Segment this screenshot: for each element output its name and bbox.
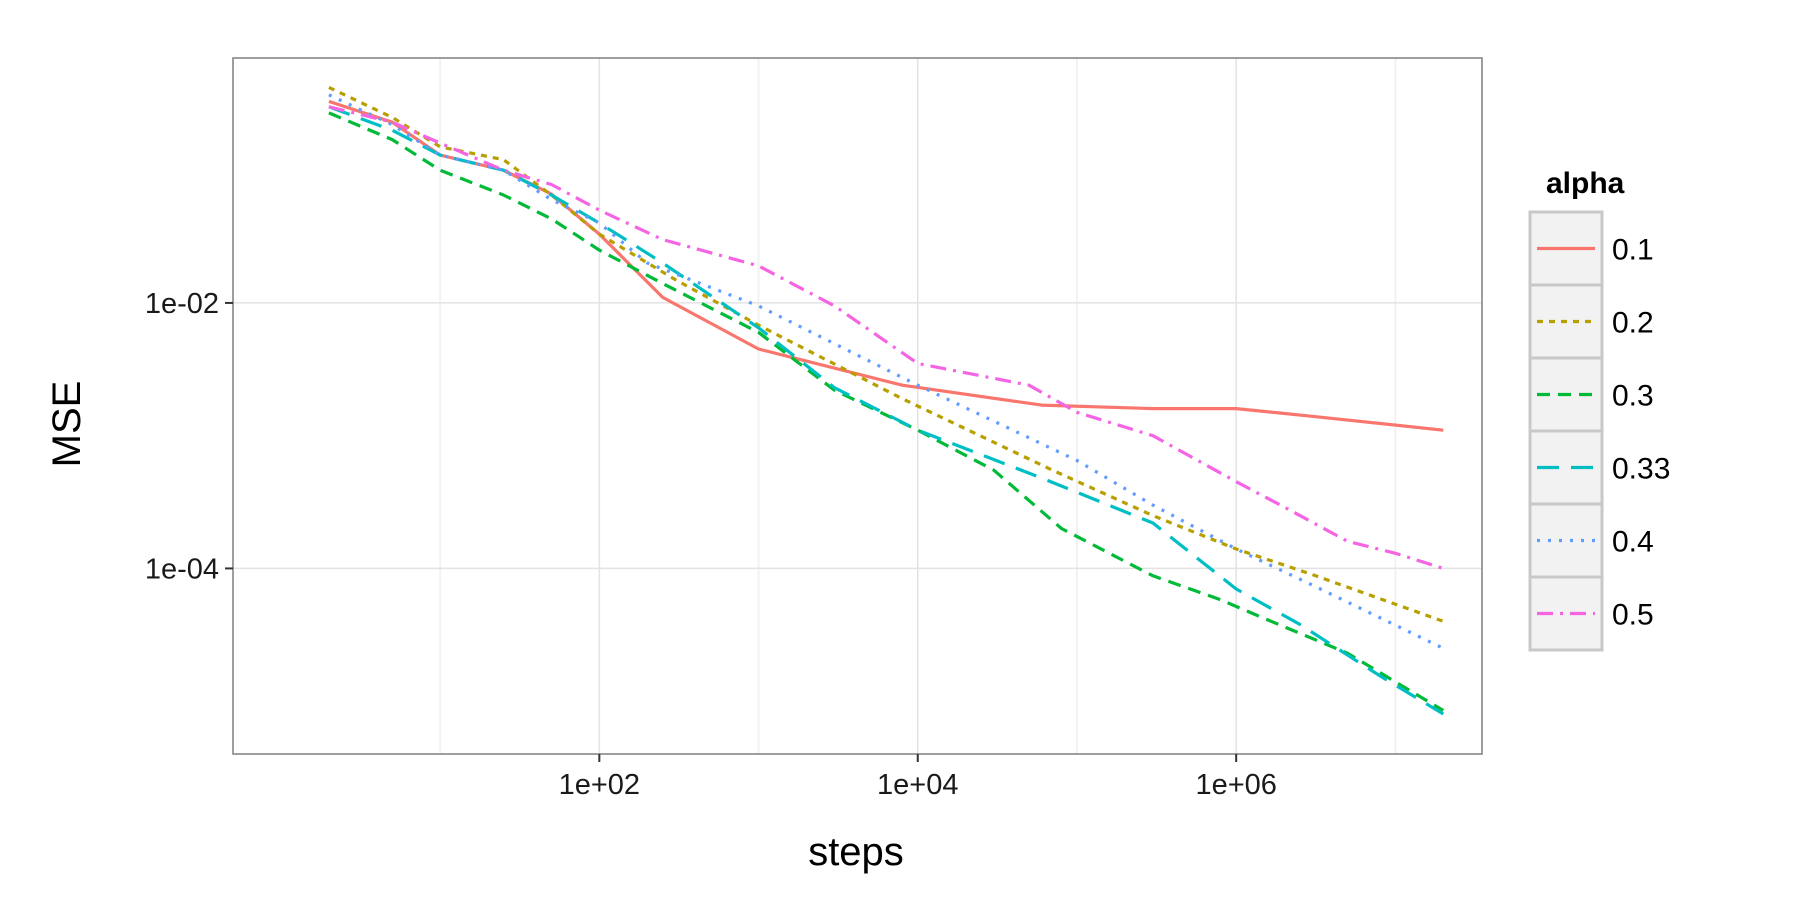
- x-tick-label: 1e+06: [1195, 769, 1276, 801]
- legend-key-box: [1528, 502, 1604, 579]
- series-line-0.5: [328, 105, 1444, 570]
- series-line-0.1: [328, 99, 1444, 432]
- series-line-0.3: [328, 111, 1445, 712]
- legend-label: 0.5: [1612, 599, 1654, 632]
- major-gridlines: [233, 58, 1482, 754]
- series-layer: [328, 85, 1445, 716]
- legend-label: 0.4: [1612, 526, 1654, 559]
- y-tick-label: 1e-02: [145, 288, 219, 320]
- x-tick-label: 1e+02: [559, 769, 640, 801]
- series-line-0.4: [328, 93, 1444, 650]
- legend-title: alpha: [1546, 167, 1625, 200]
- x-axis-title: steps: [808, 830, 904, 874]
- series-line-0.33: [328, 105, 1445, 716]
- series-line-0.2: [328, 85, 1444, 623]
- y-axis-title: MSE: [45, 381, 89, 468]
- plot-panel-border: [232, 57, 1483, 755]
- y-tick-label: 1e-04: [145, 553, 219, 585]
- legend-label: 0.33: [1612, 453, 1670, 486]
- legend-label: 0.2: [1612, 307, 1654, 340]
- x-tick-label: 1e+04: [877, 769, 958, 801]
- legend-label: 0.1: [1612, 234, 1654, 267]
- y-axis: 1e-02 1e-04: [145, 288, 233, 585]
- x-axis: 1e+02 1e+04 1e+06: [559, 754, 1277, 801]
- legend: alpha 0.1 0.2 0.3 0.33 0.4 0.5: [1528, 167, 1670, 652]
- legend-label: 0.3: [1612, 380, 1654, 413]
